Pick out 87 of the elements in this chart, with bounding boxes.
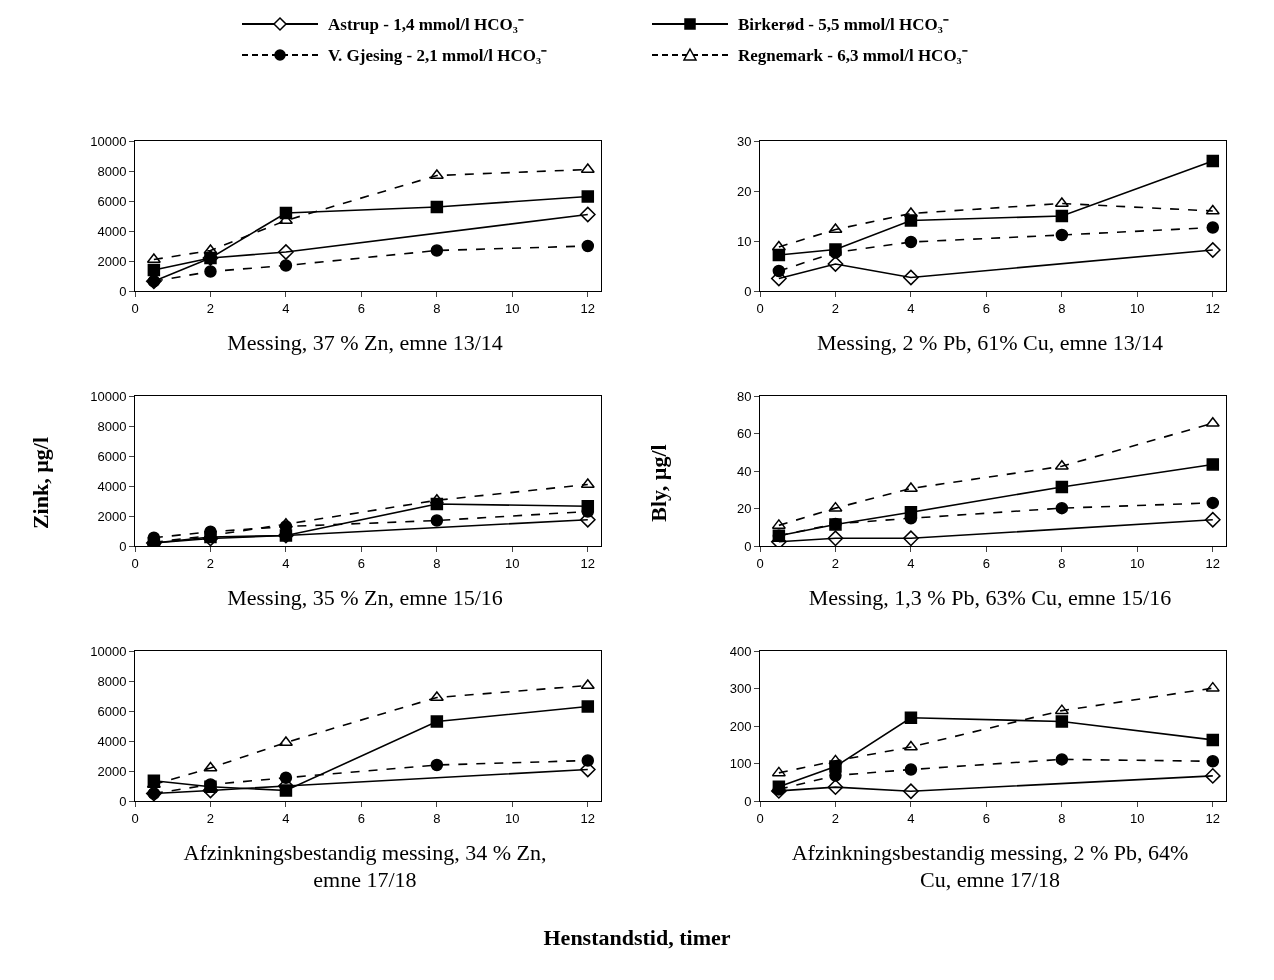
legend-label: Astrup - 1,4 mmol/l HCO₃⁻ — [328, 14, 524, 35]
x-tick-label: 8 — [1058, 555, 1066, 571]
x-tick-label: 12 — [1205, 555, 1221, 571]
y-axis-title: Zink, µg/l — [28, 436, 55, 530]
x-tick-label: 0 — [131, 300, 139, 316]
x-tick-label: 12 — [580, 555, 596, 571]
text: Afzinkningsbestandig messing, 34 % Zn, emne 17/18 — [182, 839, 548, 893]
y-tick-label: 10000 — [90, 133, 127, 149]
y-tick-label: 2000 — [97, 253, 127, 269]
y-tick-label: 2000 — [97, 763, 127, 779]
y-tick-label: 4000 — [97, 478, 127, 494]
y-tick-label: 30 — [736, 133, 752, 149]
x-tick-label: 8 — [433, 300, 441, 316]
x-tick-label: 10 — [505, 300, 520, 316]
x-tick-label: 2 — [206, 300, 215, 316]
x-tick-label: 2 — [831, 555, 840, 571]
y-tick-label: 6000 — [97, 193, 127, 209]
y-tick-label: 200 — [729, 718, 752, 734]
y-tick-label: 0 — [119, 793, 127, 809]
x-tick-label: 10 — [505, 810, 520, 826]
x-tick-label: 2 — [831, 300, 840, 316]
x-tick-label: 4 — [282, 810, 290, 826]
y-tick-label: 60 — [736, 426, 752, 442]
x-tick-label: 2 — [206, 810, 215, 826]
y-tick-label: 0 — [119, 538, 127, 554]
x-tick-label: 0 — [756, 555, 764, 571]
x-tick-label: 2 — [206, 555, 215, 571]
x-tick-label: 8 — [433, 555, 441, 571]
x-tick-label: 4 — [907, 300, 915, 316]
x-tick-label: 6 — [357, 300, 366, 316]
y-tick-label: 8000 — [97, 673, 127, 689]
y-tick-label: 0 — [119, 283, 127, 299]
x-tick-label: 6 — [982, 300, 991, 316]
x-tick-label: 6 — [982, 555, 991, 571]
x-tick-label: 0 — [131, 555, 139, 571]
legend-label: V. Gjesing - 2,1 mmol/l HCO₃⁻ — [328, 45, 548, 66]
x-tick-label: 12 — [1205, 300, 1221, 316]
x-tick-label: 8 — [1058, 300, 1066, 316]
x-tick-label: 10 — [1130, 555, 1145, 571]
y-tick-label: 2000 — [97, 508, 127, 524]
y-tick-label: 10000 — [90, 643, 127, 659]
x-tick-label: 10 — [1130, 300, 1145, 316]
x-axis-title: Henstandstid, timer — [542, 925, 732, 951]
y-tick-label: 0 — [744, 793, 752, 809]
y-tick-label: 300 — [729, 681, 752, 697]
x-tick-label: 0 — [131, 810, 139, 826]
x-tick-label: 0 — [756, 300, 764, 316]
y-tick-label: 6000 — [97, 703, 127, 719]
y-tick-label: 0 — [744, 283, 752, 299]
text: Messing, 2 % Pb, 61% Cu, emne 13/14 — [816, 329, 1164, 356]
x-tick-label: 10 — [505, 555, 520, 571]
x-tick-label: 8 — [1058, 810, 1066, 826]
x-tick-label: 6 — [357, 555, 366, 571]
x-tick-label: 4 — [907, 555, 915, 571]
y-tick-label: 6000 — [97, 448, 127, 464]
legend-label: Birkerød - 5,5 mmol/l HCO₃⁻ — [738, 14, 949, 35]
y-tick-label: 0 — [744, 538, 752, 554]
x-tick-label: 0 — [756, 810, 764, 826]
y-tick-label: 8000 — [97, 163, 127, 179]
x-tick-label: 12 — [580, 300, 596, 316]
y-tick-label: 20 — [736, 501, 752, 517]
y-tick-label: 10000 — [90, 388, 127, 404]
x-tick-label: 8 — [433, 810, 441, 826]
text: Messing, 37 % Zn, emne 13/14 — [226, 329, 504, 356]
text: Afzinkningsbestandig messing, 2 % Pb, 64% Cu, emne 17/18 — [790, 839, 1190, 893]
text: Messing, 1,3 % Pb, 63% Cu, emne 15/16 — [807, 584, 1173, 611]
y-tick-label: 10 — [736, 233, 752, 249]
y-tick-label: 8000 — [97, 418, 127, 434]
x-tick-label: 12 — [1205, 810, 1221, 826]
x-tick-label: 2 — [831, 810, 840, 826]
y-tick-label: 4000 — [97, 223, 127, 239]
legend-label: Regnemark - 6,3 mmol/l HCO₃⁻ — [738, 45, 968, 66]
x-tick-label: 4 — [282, 300, 290, 316]
x-tick-label: 4 — [907, 810, 915, 826]
x-tick-label: 6 — [982, 810, 991, 826]
x-tick-label: 10 — [1130, 810, 1145, 826]
text: Messing, 35 % Zn, emne 15/16 — [226, 584, 504, 611]
y-tick-label: 20 — [736, 183, 752, 199]
x-tick-label: 6 — [357, 810, 366, 826]
y-axis-title: Bly, µg/l — [645, 444, 672, 522]
y-tick-label: 40 — [736, 463, 752, 479]
y-tick-label: 100 — [729, 756, 752, 772]
x-tick-label: 4 — [282, 555, 290, 571]
x-tick-label: 12 — [580, 810, 596, 826]
y-tick-label: 80 — [736, 388, 752, 404]
y-tick-label: 400 — [729, 643, 752, 659]
y-tick-label: 4000 — [97, 733, 127, 749]
